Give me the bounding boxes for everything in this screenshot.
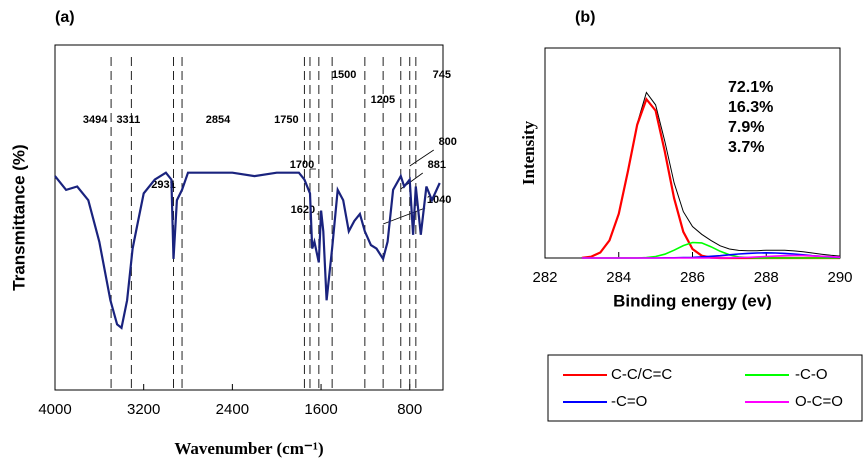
y-axis-label: Intensity (519, 120, 538, 185)
legend-label: -C-O (795, 366, 828, 383)
legend-label: C-C/C=C (611, 366, 672, 383)
envelope-line (581, 91, 841, 259)
panel-label: (a) (55, 9, 75, 26)
legend-box (547, 354, 863, 422)
percent-label: 3.7% (728, 139, 764, 156)
x-tick-label: 288 (754, 269, 779, 286)
x-axis-label: Wavenumber (cm⁻¹) (174, 439, 323, 458)
x-tick-label: 3200 (127, 401, 160, 418)
x-tick-label: 4000 (38, 401, 71, 418)
legend-label: O-C=O (795, 393, 843, 410)
peak-label: 1700 (290, 159, 314, 171)
x-tick-label: 2400 (216, 401, 249, 418)
x-tick-label: 284 (606, 269, 631, 286)
x-tick-label: 290 (827, 269, 852, 286)
x-tick-label: 1600 (304, 401, 337, 418)
x-tick-label: 286 (680, 269, 705, 286)
peak-label: 800 (439, 136, 457, 148)
peak-label: 2854 (206, 114, 231, 126)
peak-label: 3494 (83, 114, 108, 126)
y-axis-label: Transmittance (%) (9, 144, 28, 290)
legend-label: -C=O (611, 393, 647, 410)
spectrum-line (54, 171, 441, 330)
fit-line (581, 96, 840, 260)
peak-label: 1750 (274, 114, 298, 126)
x-axis-label: Binding energy (ev) (613, 291, 772, 310)
percent-label: 7.9% (728, 119, 764, 136)
percent-label: 16.3% (728, 99, 773, 116)
x-tick-label: 800 (397, 401, 422, 418)
peak-label: 745 (433, 69, 451, 81)
x-tick-label: 282 (532, 269, 557, 286)
peak-label: 881 (428, 159, 446, 171)
panel-label: (b) (575, 9, 595, 26)
fit-line (581, 254, 841, 259)
plot-frame (54, 44, 444, 391)
peak-label: 3311 (116, 114, 140, 126)
percent-label: 72.1% (728, 79, 773, 96)
peak-arrow (409, 149, 434, 167)
peak-label: 1500 (332, 69, 356, 81)
peak-label: 1620 (291, 204, 315, 216)
peak-label: 2931 (151, 179, 175, 191)
